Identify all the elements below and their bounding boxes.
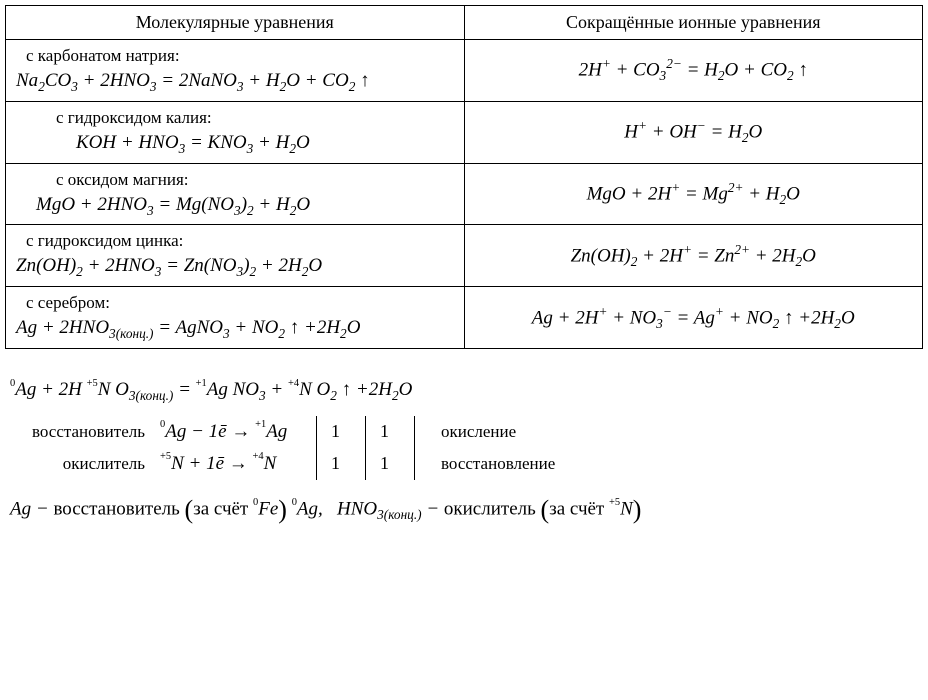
coef-1: 1 xyxy=(323,421,359,442)
equations-table: Молекулярные уравнения Сокращённые ионны… xyxy=(5,5,923,349)
conclusion-line: Ag − восстановитель (за счёт 0Fe) 0Ag, H… xyxy=(10,495,918,525)
table-row: с гидроксидом цинка: Zn(OH)2 + 2HNO3 = Zn… xyxy=(6,225,923,287)
table-row: с гидроксидом калия: KOH + HNO3 = KNO3 + … xyxy=(6,101,923,163)
half-reactions-block: восстановитель 0Ag − 1ē → +1Ag окислител… xyxy=(10,416,918,480)
molecular-cell: с карбонатом натрия: Na2CO3 + 2HNO3 = 2Na… xyxy=(6,40,465,102)
table-row: с карбонатом натрия: Na2CO3 + 2HNO3 = 2Na… xyxy=(6,40,923,102)
ionic-equation: Zn(OH)2 + 2H+ = Zn2+ + 2H2O xyxy=(475,242,913,270)
oxidation-word: окисление xyxy=(421,422,555,442)
reaction-title: с гидроксидом цинка: xyxy=(16,231,454,251)
molecular-equation: MgO + 2HNO3 = Mg(NO3)2 + H2O xyxy=(16,194,454,219)
table-row: с серебром: Ag + 2HNO3(конц.) = AgNO3 + N… xyxy=(6,287,923,349)
reduction-word: восстановление xyxy=(421,454,555,474)
molecular-cell: с серебром: Ag + 2HNO3(конц.) = AgNO3 + N… xyxy=(6,287,465,349)
header-molecular: Молекулярные уравнения xyxy=(6,6,465,40)
half-reaction-2: +5N + 1ē → +4N xyxy=(160,453,310,475)
molecular-cell: с оксидом магния: MgO + 2HNO3 = Mg(NO3)2 … xyxy=(6,163,465,225)
molecular-equation: Zn(OH)2 + 2HNO3 = Zn(NO3)2 + 2H2O xyxy=(16,255,454,280)
ionic-cell: Ag + 2H+ + NO3− = Ag+ + NO2 ↑ +2H2O xyxy=(464,287,923,349)
ionic-equation: 2H+ + CO32− = H2O + CO2 ↑ xyxy=(475,56,913,84)
table-row: с оксидом магния: MgO + 2HNO3 = Mg(NO3)2 … xyxy=(6,163,923,225)
ionic-equation: H+ + OH− = H2O xyxy=(475,118,913,146)
ionic-cell: 2H+ + CO32− = H2O + CO2 ↑ xyxy=(464,40,923,102)
coef-2: 1 xyxy=(323,453,359,474)
ionic-cell: H+ + OH− = H2O xyxy=(464,101,923,163)
molecular-cell: с гидроксидом цинка: Zn(OH)2 + 2HNO3 = Zn… xyxy=(6,225,465,287)
ionic-cell: MgO + 2H+ = Mg2+ + H2O xyxy=(464,163,923,225)
half-reaction-1: 0Ag − 1ē → +1Ag xyxy=(160,421,310,443)
molecular-cell: с гидроксидом калия: KOH + HNO3 = KNO3 + … xyxy=(6,101,465,163)
reaction-title: с серебром: xyxy=(16,293,454,313)
reducer-label: восстановитель xyxy=(10,422,160,442)
oxidizer-label: окислитель xyxy=(10,454,160,474)
ox-state-equation: 0Ag + 2H +5N O3(конц.) = +1Ag NO3 + +4N … xyxy=(10,379,918,404)
ionic-equation: Ag + 2H+ + NO3− = Ag+ + NO2 ↑ +2H2O xyxy=(475,304,913,332)
header-ionic: Сокращённые ионные уравнения xyxy=(464,6,923,40)
ionic-cell: Zn(OH)2 + 2H+ = Zn2+ + 2H2O xyxy=(464,225,923,287)
molecular-equation: Ag + 2HNO3(конц.) = AgNO3 + NO2 ↑ +2H2O xyxy=(16,317,454,342)
molecular-equation: Na2CO3 + 2HNO3 = 2NaNO3 + H2O + CO2 ↑ xyxy=(16,70,454,95)
reaction-title: с оксидом магния: xyxy=(16,170,454,190)
oxidation-section: 0Ag + 2H +5N O3(конц.) = +1Ag NO3 + +4N … xyxy=(5,369,923,535)
reaction-title: с карбонатом натрия: xyxy=(16,46,454,66)
coef-2b: 1 xyxy=(372,453,408,474)
reaction-title: с гидроксидом калия: xyxy=(16,108,454,128)
coef-1b: 1 xyxy=(372,421,408,442)
ionic-equation: MgO + 2H+ = Mg2+ + H2O xyxy=(475,180,913,208)
molecular-equation: KOH + HNO3 = KNO3 + H2O xyxy=(16,132,454,157)
balance-bars: 1 1 1 1 xyxy=(310,416,421,480)
